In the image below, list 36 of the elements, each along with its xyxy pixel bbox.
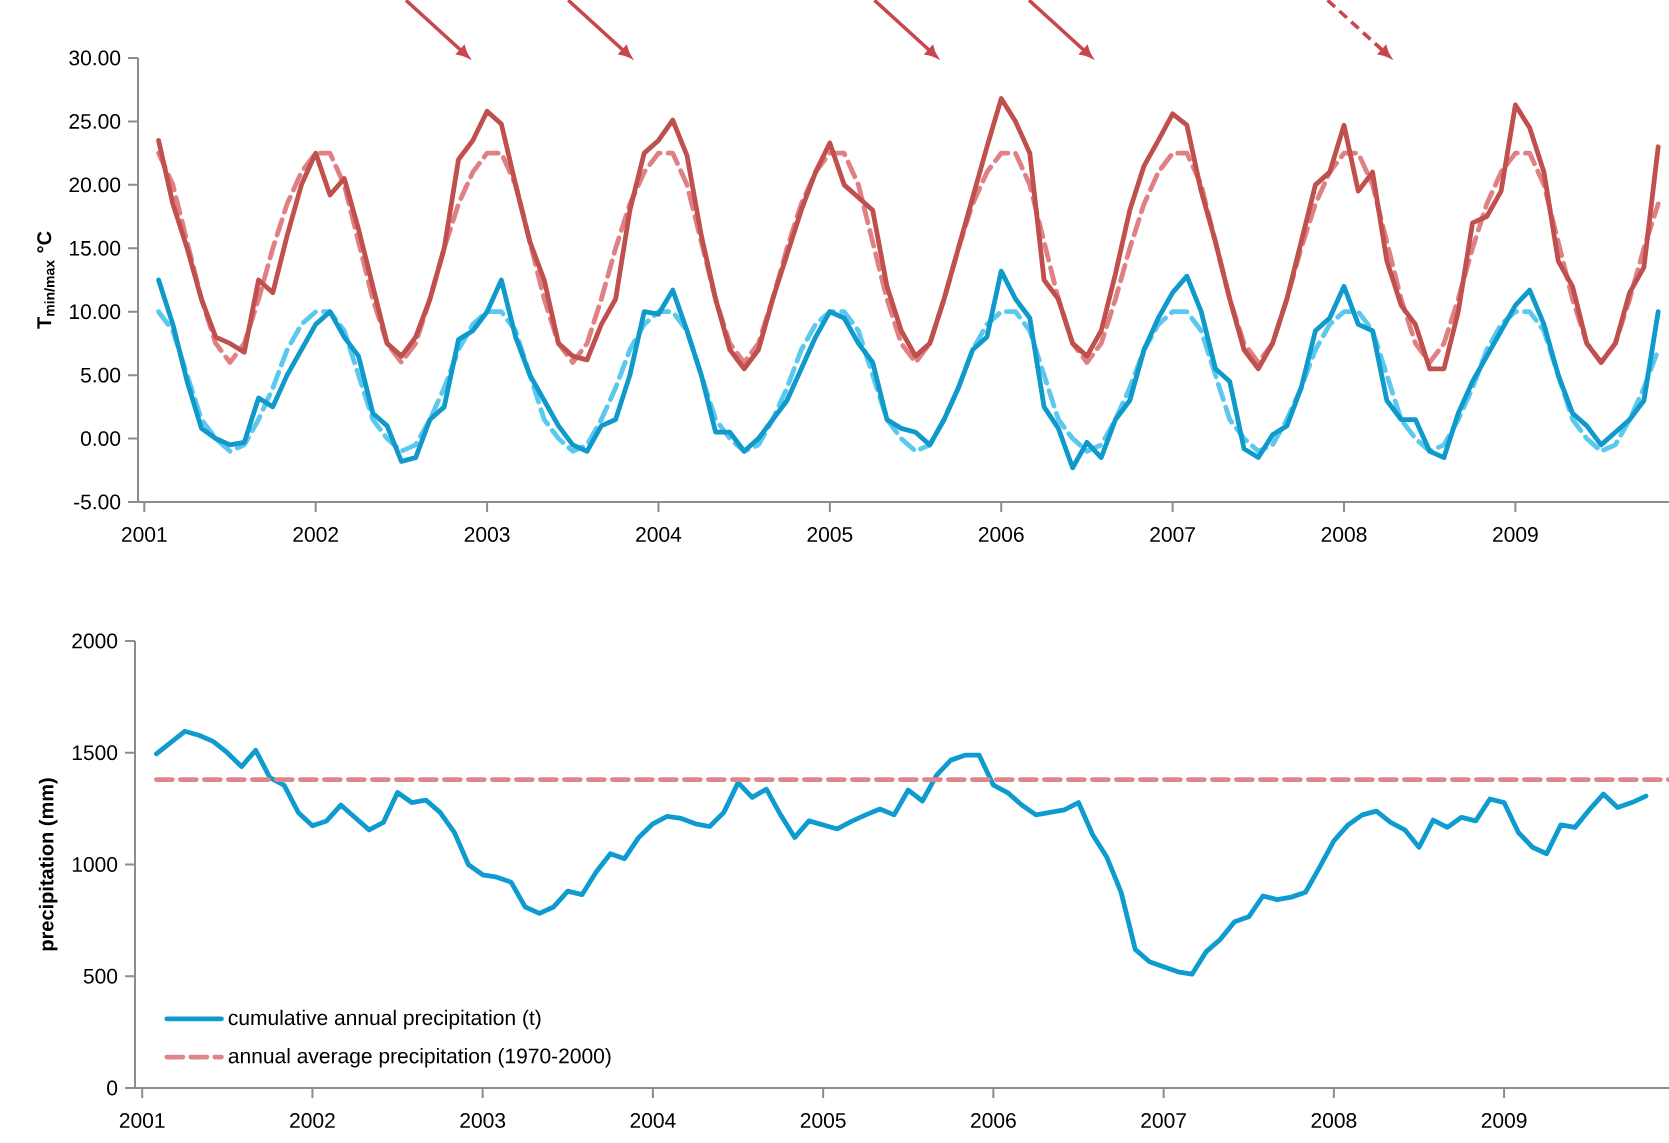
x-tick-label: 2003	[460, 1113, 506, 1128]
x-tick-label: 2001	[122, 527, 167, 542]
x-tick-label: 2007	[1150, 527, 1195, 542]
line-series	[156, 268, 1661, 471]
x-tick-label: 2008	[1321, 527, 1367, 542]
y-tick-label: 1500	[72, 745, 118, 761]
y-tick-label: 2000	[72, 633, 118, 649]
x-tick-label: 2002	[290, 1113, 335, 1128]
x-tick-label: 2004	[636, 527, 682, 542]
x-tick-label: 2004	[630, 1113, 676, 1128]
legend-label: annual average precipitation (1970-2000)	[228, 1047, 611, 1068]
y-tick-label: 30.00	[69, 50, 121, 66]
y-axis-title: precipitation (mm)	[38, 778, 58, 951]
y-tick-label: 0	[107, 1080, 118, 1096]
y-tick-label: 25.00	[69, 113, 121, 129]
x-tick-label: 2005	[800, 1113, 846, 1128]
y-tick-label: 0.00	[80, 431, 121, 446]
x-tick-label: 2002	[293, 527, 338, 542]
y-tick-label: -5.00	[74, 494, 121, 510]
x-tick-label: 2005	[807, 527, 853, 542]
x-tick-label: 2009	[1481, 1113, 1527, 1128]
y-tick-label: 15.00	[70, 240, 121, 256]
x-tick-label: 2001	[119, 1113, 165, 1128]
x-tick-label: 2006	[978, 527, 1024, 542]
x-tick-label: 2006	[971, 1113, 1016, 1128]
x-tick-label: 2008	[1311, 1113, 1357, 1128]
y-tick-label: 20.00	[69, 177, 121, 193]
y-tick-label: 5.00	[80, 367, 121, 383]
x-tick-label: 2007	[1141, 1113, 1186, 1128]
y-tick-label: 500	[83, 968, 118, 984]
y-axis-title: T$_{min/max}$ °C	[37, 231, 55, 329]
x-tick-label: 2009	[1493, 527, 1538, 542]
y-tick-label: 10.00	[70, 304, 121, 320]
y-tick-label: 1000	[72, 857, 118, 872]
legend-label: cumulative annual precipitation (t)	[228, 1009, 541, 1030]
x-tick-label: 2003	[464, 527, 510, 542]
